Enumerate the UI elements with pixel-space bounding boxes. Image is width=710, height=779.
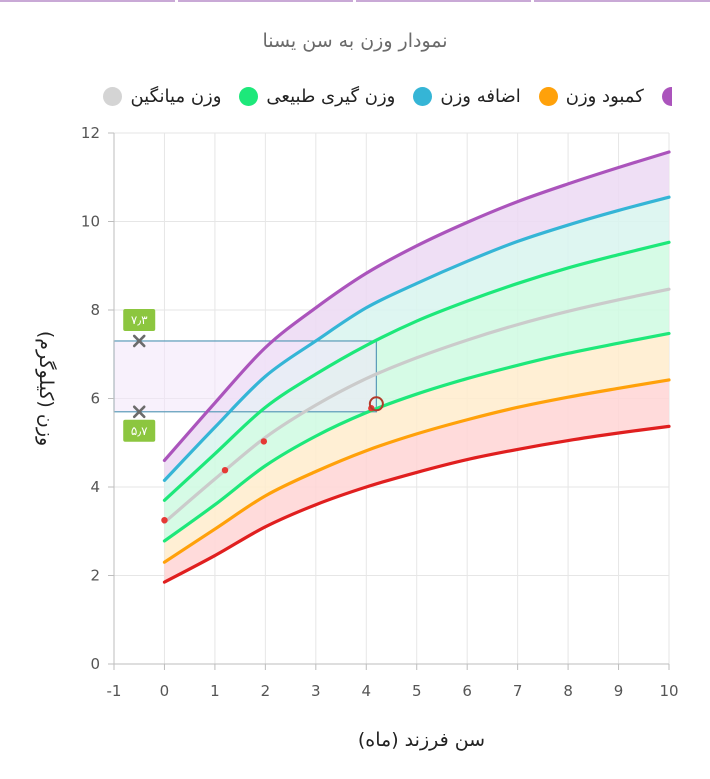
legend-swatch xyxy=(103,87,123,106)
measurement-point xyxy=(221,466,229,474)
band-area xyxy=(164,197,670,501)
legend-item[interactable]: اضافه وزن xyxy=(413,86,521,107)
legend-swatch xyxy=(239,87,259,106)
x-tick-label: 6 xyxy=(462,682,472,700)
range-marker-badge xyxy=(123,419,156,442)
x-tick-label: 4 xyxy=(361,682,371,700)
x-tick-label: 9 xyxy=(614,682,624,700)
band-area xyxy=(164,152,670,481)
y-tick-label: 6 xyxy=(90,390,100,408)
range-marker-label: ۵٫۷ xyxy=(131,424,148,438)
y-tick-label: 10 xyxy=(81,213,100,231)
legend-label: وزن میانگین xyxy=(130,86,222,107)
series-line xyxy=(162,240,671,502)
legend-item[interactable]: کمبود وزن xyxy=(538,86,644,107)
legend-item[interactable]: ن xyxy=(661,86,672,107)
series-line xyxy=(162,424,671,584)
legend-swatch xyxy=(413,87,433,106)
series-line xyxy=(162,378,671,564)
range-marker-x xyxy=(132,405,146,419)
x-tick-label: 1 xyxy=(210,682,220,700)
x-tick-label: 8 xyxy=(563,682,573,700)
band-area xyxy=(164,333,670,563)
legend-label: وزن گیری طبیعی xyxy=(266,86,396,107)
range-box xyxy=(113,340,377,413)
x-tick-label: -1 xyxy=(107,682,122,700)
x-tick-label: 3 xyxy=(311,682,321,700)
y-tick-label: 4 xyxy=(90,478,100,496)
y-tick-label: 2 xyxy=(90,567,100,585)
top-bar xyxy=(0,0,710,4)
current-point-marker xyxy=(368,396,384,412)
x-tick-label: 0 xyxy=(160,682,170,700)
series-line xyxy=(162,150,671,463)
legend-swatch xyxy=(661,87,672,106)
legend-label: اضافه وزن xyxy=(440,86,521,107)
range-marker-badge xyxy=(123,308,156,331)
legend-item[interactable]: وزن میانگین xyxy=(103,86,221,107)
legend-swatch xyxy=(538,87,558,106)
measurement-point xyxy=(161,516,168,524)
y-axis-title: وزن (کیلوگرم) xyxy=(35,331,58,446)
band-area xyxy=(164,379,670,583)
x-tick-label: 2 xyxy=(261,682,271,700)
series-line xyxy=(162,195,671,482)
y-tick-label: 8 xyxy=(90,301,100,319)
x-tick-label: 5 xyxy=(412,682,422,700)
y-tick-label: 12 xyxy=(81,124,100,142)
y-tick-label: 0 xyxy=(90,655,100,673)
chart-title: نمودار وزن به سن یسنا xyxy=(262,30,448,52)
series-line xyxy=(162,287,671,524)
x-axis-title: سن فرزند (ماه) xyxy=(358,729,485,751)
chart-legend: ن کمبود وزن اضافه وزن وزن گیری طبیعی وزن میا… xyxy=(0,86,672,120)
measurement-point xyxy=(260,438,268,445)
x-tick-label: 10 xyxy=(659,682,678,700)
x-tick-label: 7 xyxy=(513,682,523,700)
legend-label: کمبود وزن xyxy=(565,86,644,107)
legend-item[interactable]: وزن گیری طبیعی xyxy=(239,86,395,107)
range-marker-label: ۷٫۳ xyxy=(131,313,148,327)
series-line xyxy=(162,331,671,543)
range-marker-x xyxy=(132,334,146,348)
